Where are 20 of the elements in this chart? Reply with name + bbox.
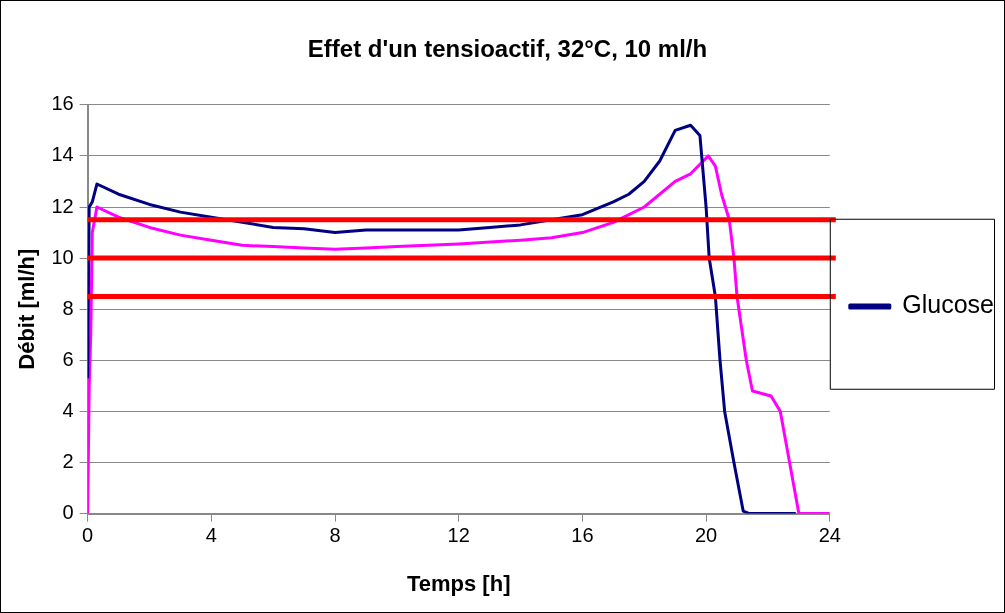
y-tick-label: 12 — [51, 194, 74, 217]
x-tick-label: 8 — [329, 524, 341, 547]
x-tick-label: 0 — [82, 524, 94, 547]
y-tick-label: 0 — [62, 501, 74, 524]
x-tick-label: 24 — [818, 524, 841, 547]
x-tick-label: 16 — [571, 524, 594, 547]
x-axis-title: Temps [h] — [406, 570, 511, 596]
y-tick-label: 8 — [62, 296, 74, 319]
x-tick-label: 20 — [694, 524, 718, 547]
y-axis-title: Débit [ml/h] — [14, 248, 40, 370]
y-tick-label: 2 — [62, 450, 74, 473]
x-tick-label: 4 — [205, 524, 217, 547]
chart-title: Effet d'un tensioactif, 32°C, 10 ml/h — [307, 35, 708, 63]
legend-label: Glucose — [902, 290, 995, 319]
y-tick-label: 4 — [62, 398, 74, 421]
y-tick-label: 16 — [51, 92, 74, 115]
x-tick-label: 12 — [447, 524, 470, 547]
y-tick-label: 6 — [62, 347, 74, 370]
y-tick-label: 10 — [51, 245, 74, 268]
y-tick-label: 14 — [51, 143, 74, 166]
